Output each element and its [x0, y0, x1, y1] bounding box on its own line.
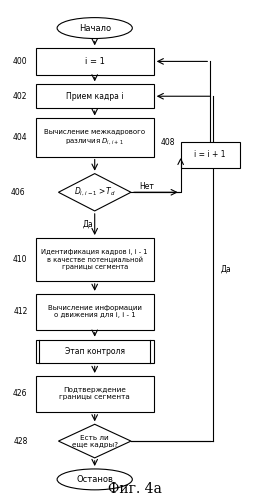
FancyBboxPatch shape	[181, 142, 240, 168]
Text: 410: 410	[13, 255, 28, 264]
Text: Подтверждение
границы сегмента: Подтверждение границы сегмента	[59, 387, 130, 400]
Text: 428: 428	[13, 437, 28, 446]
Text: Да: Да	[221, 264, 232, 273]
FancyBboxPatch shape	[36, 238, 154, 281]
FancyBboxPatch shape	[36, 294, 154, 330]
FancyBboxPatch shape	[36, 48, 154, 74]
Text: $D_{i,\,i-1} > T_d$: $D_{i,\,i-1} > T_d$	[74, 186, 116, 199]
Text: Вычисление информации
о движения для i, i - 1: Вычисление информации о движения для i, …	[48, 305, 142, 318]
Text: Вычисление межкадрового
различия $D_{i,\,i+1}$: Вычисление межкадрового различия $D_{i,\…	[44, 129, 145, 146]
Text: Останов: Останов	[76, 475, 113, 484]
Polygon shape	[58, 424, 131, 458]
Ellipse shape	[57, 17, 132, 38]
Text: Начало: Начало	[79, 23, 111, 32]
Text: Фиг. 4а: Фиг. 4а	[108, 482, 162, 496]
Text: Есть ли
еще кадры?: Есть ли еще кадры?	[72, 435, 118, 448]
Text: 412: 412	[13, 307, 28, 316]
Text: 426: 426	[13, 389, 28, 398]
FancyBboxPatch shape	[36, 84, 154, 108]
Text: 404: 404	[13, 133, 28, 142]
Text: Нет: Нет	[139, 182, 154, 191]
FancyBboxPatch shape	[36, 376, 154, 412]
FancyBboxPatch shape	[36, 339, 154, 363]
Text: Прием кадра i: Прием кадра i	[66, 92, 123, 101]
Text: 406: 406	[10, 188, 25, 197]
Text: 402: 402	[13, 92, 28, 101]
Text: i = i + 1: i = i + 1	[194, 151, 226, 160]
Text: i = 1: i = 1	[85, 57, 105, 66]
Text: Этап контроля: Этап контроля	[65, 347, 125, 356]
Text: 400: 400	[13, 57, 28, 66]
FancyBboxPatch shape	[36, 118, 154, 157]
Polygon shape	[58, 174, 131, 211]
Text: Да: Да	[83, 220, 93, 229]
Ellipse shape	[57, 469, 132, 490]
Text: Идентификация кадров i, i - 1
в качестве потенциальной
границы сегмента: Идентификация кадров i, i - 1 в качестве…	[42, 249, 148, 270]
Text: 408: 408	[161, 138, 175, 147]
